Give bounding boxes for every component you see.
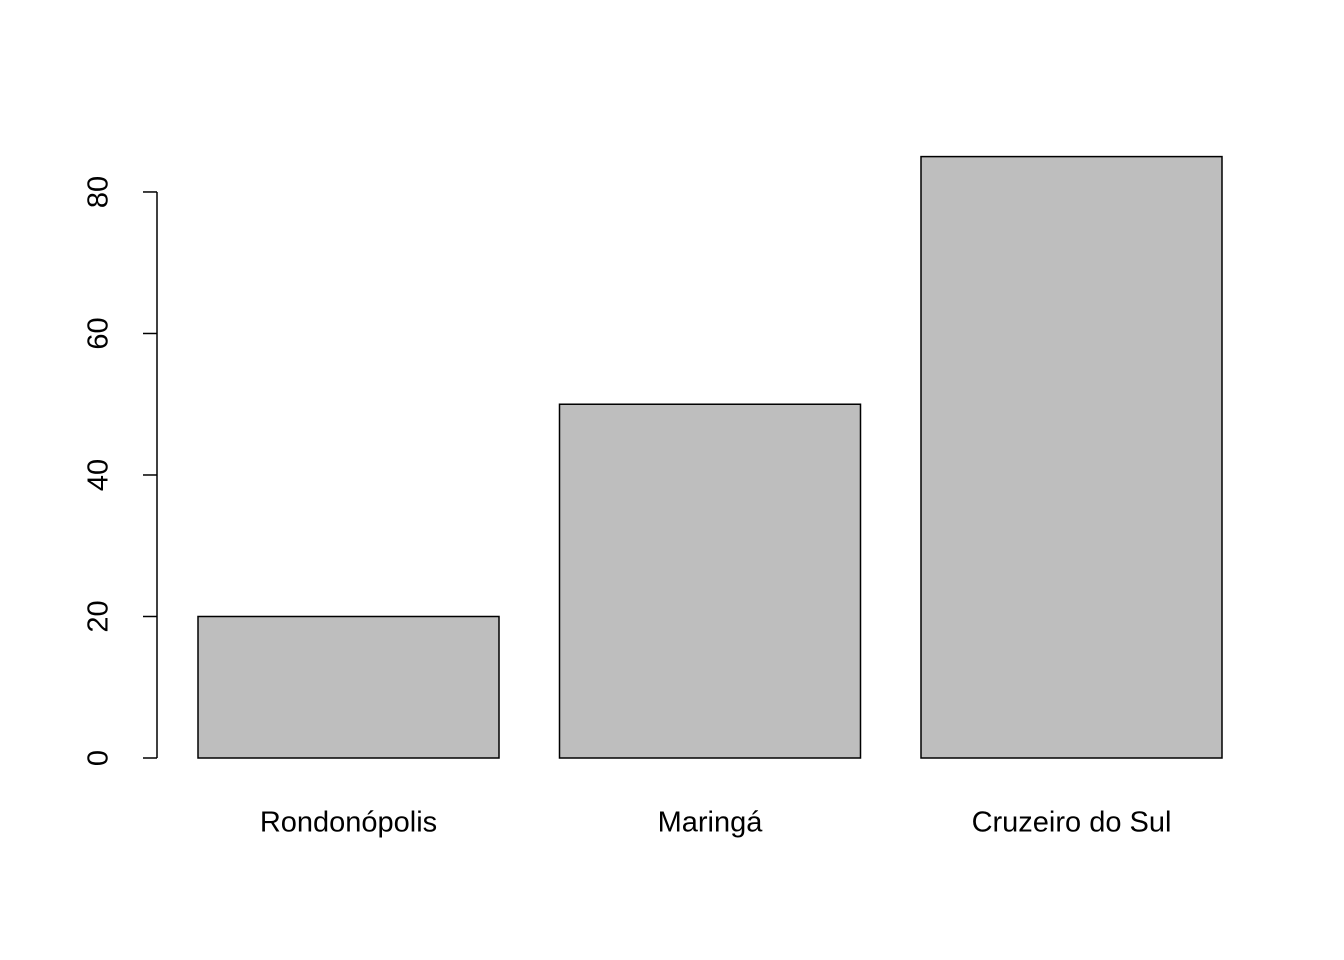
y-tick-label: 20 [83,600,115,632]
x-tick-label: Cruzeiro do Sul [972,807,1172,839]
x-tick-label: Maringá [658,807,764,839]
y-tick-label: 80 [83,176,115,208]
x-tick-label: Rondonópolis [260,807,437,839]
bar [558,403,862,759]
bar [920,155,1223,759]
y-tick-label: 60 [83,317,115,349]
y-tick-label: 0 [83,750,115,766]
y-tick-label: 40 [83,459,115,491]
bar [197,615,500,759]
